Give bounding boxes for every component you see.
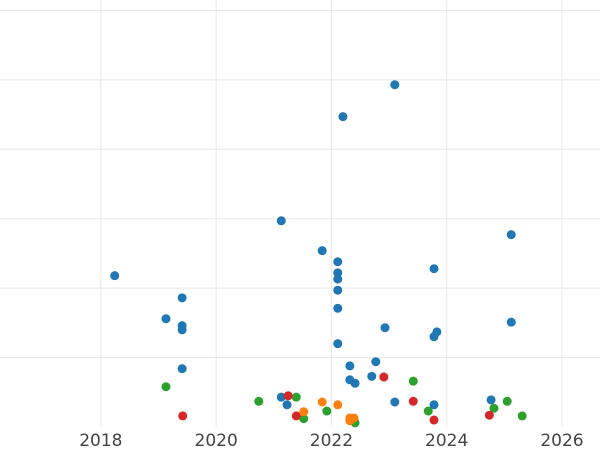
x-tick-label: 2026 (540, 431, 583, 450)
point (161, 382, 171, 392)
point (333, 285, 343, 295)
point (390, 80, 400, 90)
point (380, 323, 390, 333)
point (178, 411, 188, 421)
point (371, 357, 381, 367)
point (408, 376, 418, 386)
point (291, 411, 301, 421)
point (379, 372, 389, 382)
point (299, 407, 309, 417)
point (408, 396, 418, 406)
point (429, 400, 439, 410)
point (429, 264, 439, 274)
point (283, 391, 293, 401)
point (489, 403, 499, 413)
point (484, 410, 494, 420)
point (333, 257, 343, 267)
x-tick-label: 2024 (425, 431, 468, 450)
point (333, 303, 343, 313)
point (161, 314, 171, 324)
point (338, 112, 348, 122)
point (345, 416, 355, 426)
point (282, 400, 292, 410)
point (177, 325, 187, 335)
point (502, 396, 512, 406)
point (317, 246, 327, 256)
point (333, 339, 343, 349)
x-tick-label: 2018 (79, 431, 122, 450)
point (345, 361, 355, 371)
point (177, 293, 187, 303)
point (276, 392, 286, 402)
point (291, 392, 301, 402)
point (333, 268, 343, 278)
point (299, 414, 309, 424)
point (333, 400, 343, 410)
point (429, 415, 439, 425)
point (177, 364, 187, 374)
point (276, 216, 286, 226)
x-tick-label: 2020 (195, 431, 238, 450)
point (350, 378, 360, 388)
point (517, 411, 527, 421)
point (322, 406, 332, 416)
point (254, 396, 264, 406)
point (333, 274, 343, 284)
point (506, 317, 516, 327)
point (390, 397, 400, 407)
point (429, 332, 439, 342)
x-tick-label: 2022 (310, 431, 353, 450)
point (423, 406, 433, 416)
point (506, 230, 516, 240)
point (486, 395, 496, 405)
point (317, 397, 327, 407)
point (110, 271, 120, 281)
point (367, 371, 377, 381)
